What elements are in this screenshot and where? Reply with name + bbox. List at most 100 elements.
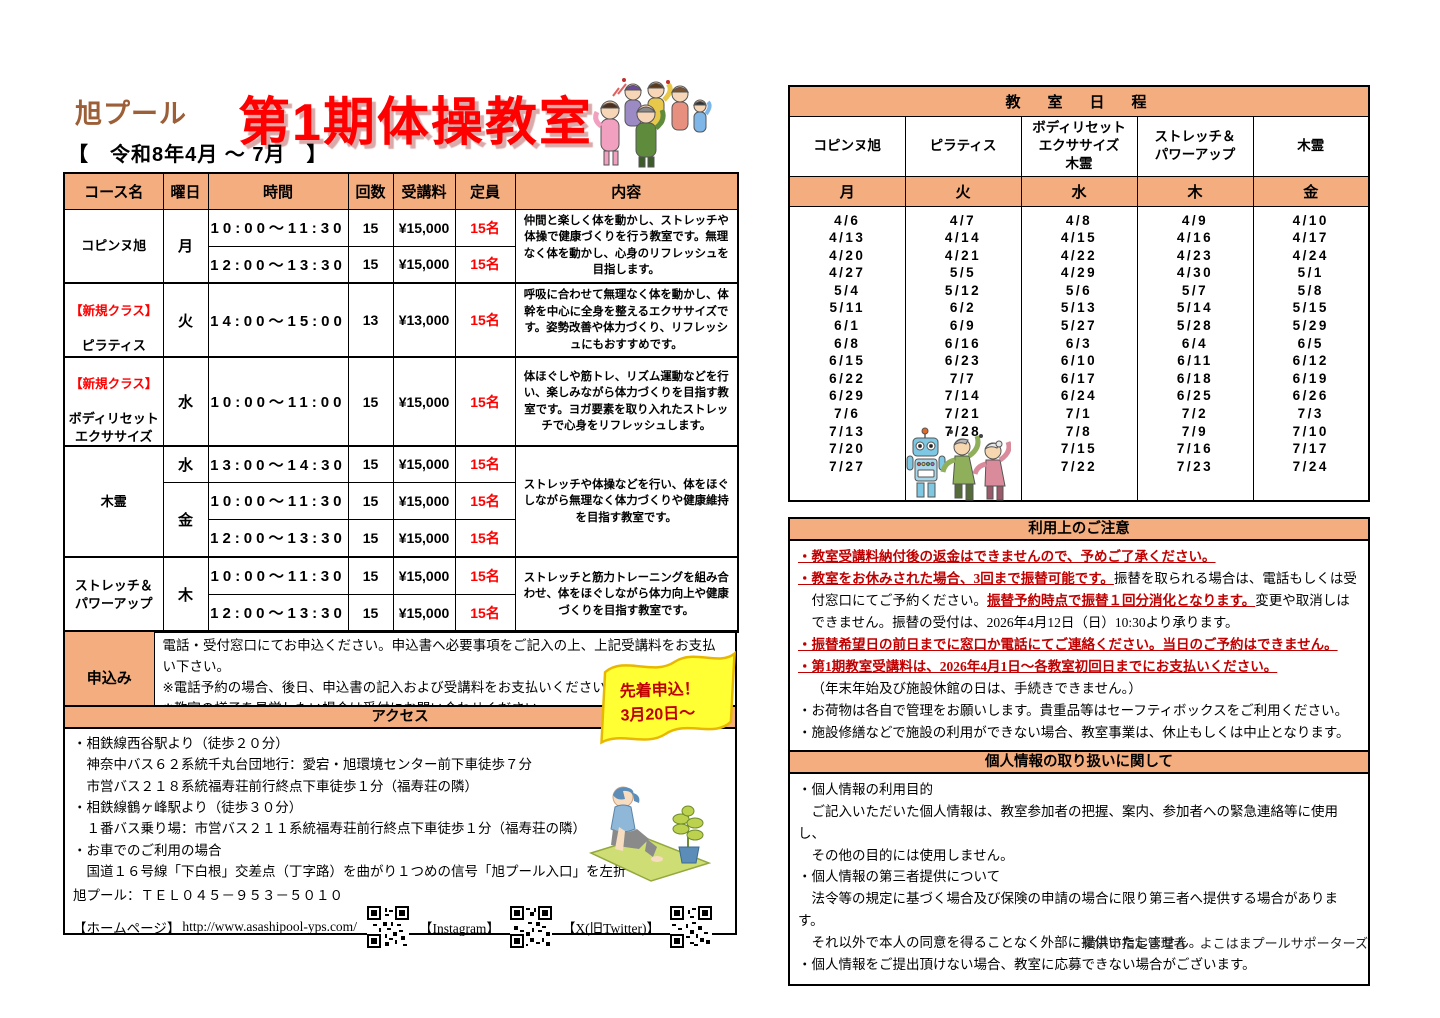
course-name-cell: コピンヌ旭 bbox=[63, 208, 164, 284]
homepage-url: http://www.asashipool-yps.com/ bbox=[182, 919, 357, 935]
capacity-cell: 15名 bbox=[454, 445, 516, 483]
count-cell: 15 bbox=[347, 556, 394, 595]
schedule-table: 教 室 日 程 コピンヌ旭 ピラティス ボディリセット エクササイズ 木霊 スト… bbox=[788, 85, 1370, 502]
time-cell: 12:00～13:30 bbox=[207, 518, 349, 558]
col-header-course: コース名 bbox=[63, 172, 164, 210]
schedule-day-header: 水 bbox=[1020, 175, 1138, 207]
schedule-dates-monday: 4/6 4/13 4/20 4/27 5/4 5/11 6/1 6/8 6/15… bbox=[788, 205, 906, 502]
time-cell: 10:00～11:00 bbox=[207, 356, 349, 447]
time-cell: 12:00～13:30 bbox=[207, 593, 349, 633]
footer-credit: 横浜市指定管理者 よこはまプールサポーターズ bbox=[1082, 936, 1368, 951]
count-cell: 15 bbox=[347, 356, 394, 447]
phone-number: 旭プール：ＴＥＬ０４５－９５３－５０１０ bbox=[73, 888, 343, 904]
new-class-badge: 【新規クラス】 bbox=[70, 303, 158, 318]
fee-cell: ¥15,000 bbox=[392, 593, 456, 633]
privacy-text: ・個人情報の利用目的 ご記入いただいた個人情報は、教室参加者の把握、案内、参加者… bbox=[788, 774, 1370, 986]
capacity-cell: 15名 bbox=[454, 356, 516, 447]
first-come-banner: 先着申込！ 3月20日～ bbox=[590, 645, 745, 750]
usage-notes-section: 利用上のご注意 ・教室受講料納付後の返金はできませんので、予めご了承ください。 … bbox=[788, 517, 1370, 754]
new-class-badge: 【新規クラス】 bbox=[70, 376, 158, 391]
course-name-cell: 【新規クラス】 ピラティス bbox=[63, 281, 164, 358]
col-header-time: 時間 bbox=[207, 172, 349, 210]
time-cell: 10:00～11:30 bbox=[207, 481, 349, 520]
day-cell: 木 bbox=[162, 556, 209, 633]
course-name: ボディリセット エクササイズ bbox=[68, 411, 159, 444]
col-header-capacity: 定員 bbox=[454, 172, 516, 210]
fee-cell: ¥13,000 bbox=[392, 281, 456, 358]
note-holiday: （年末年始及び施設休館の日は、手続きできません。） bbox=[811, 681, 1142, 696]
description-cell: 体ほぐしや筋トレ、リズム運動などを行い、楽しみながら体力づくりを目指す教室です。… bbox=[514, 356, 739, 447]
access-section: アクセス ・相鉄線西谷駅より（徒歩２０分） 神奈中バス６２系統千丸台団地行：愛宕… bbox=[63, 705, 737, 949]
schedule-course-header: 木霊 bbox=[1252, 115, 1370, 177]
description-cell: ストレッチと筋力トレーニングを組み合わせ、体をほぐしながら体力向上や健康づくりを… bbox=[514, 556, 739, 633]
privacy-header: 個人情報の取り扱いに関して bbox=[788, 750, 1370, 774]
schedule-course-header: ストレッチ＆ パワーアップ bbox=[1136, 115, 1254, 177]
banner-line2: 3月20日～ bbox=[620, 705, 696, 725]
time-cell: 10:00～11:30 bbox=[207, 556, 349, 595]
note-refund: ・教室受講料納付後の返金はできませんので、予めご了承ください。 bbox=[798, 549, 1216, 564]
schedule-title: 教 室 日 程 bbox=[788, 85, 1370, 117]
course-name-cell: 【新規クラス】 ボディリセット エクササイズ bbox=[63, 356, 164, 447]
note-makeup-start: 変更や取消しはできません。振替の受付は、2026年4月12日（日）10:30より… bbox=[811, 593, 1350, 630]
count-cell: 13 bbox=[347, 281, 394, 358]
schedule-course-header: ボディリセット エクササイズ 木霊 bbox=[1020, 115, 1138, 177]
fee-cell: ¥15,000 bbox=[392, 518, 456, 558]
note-belongings: ・お荷物は各自で管理をお願いします。貴重品等はセーフティボックスをご利用ください… bbox=[798, 703, 1349, 718]
capacity-cell: 15名 bbox=[454, 281, 516, 358]
period-label: 【 令和8年4月 ～ 7月 】 bbox=[68, 144, 328, 166]
note-facility: ・施設修繕などで施設の利用ができない場合、教室事業は、休止もしくは中止となります… bbox=[798, 725, 1350, 740]
fee-cell: ¥15,000 bbox=[392, 556, 456, 595]
description-cell: 仲間と楽しく体を動かし、ストレッチや体操で健康づくりを行う教室です。無理なく体を… bbox=[514, 208, 739, 284]
course-name-cell: 木霊 bbox=[63, 445, 164, 558]
day-cell: 金 bbox=[162, 481, 209, 558]
description-cell: ストレッチや体操などを行い、体をほぐしながら無理なく体力づくりや健康維持を目指す… bbox=[514, 445, 739, 558]
schedule-day-header: 火 bbox=[904, 175, 1022, 207]
qr-code-homepage bbox=[366, 906, 409, 949]
people-exercise-illustration bbox=[588, 76, 712, 173]
time-cell: 13:00～14:30 bbox=[207, 445, 349, 483]
count-cell: 15 bbox=[347, 208, 394, 247]
description-cell: 呼吸に合わせて無理なく体を動かし、体幹を中心に全身を整えるエクササイズです。姿勢… bbox=[514, 281, 739, 358]
schedule-day-header: 木 bbox=[1136, 175, 1254, 207]
capacity-cell: 15名 bbox=[454, 481, 516, 520]
robot-seniors-illustration bbox=[905, 426, 1012, 507]
qr-code-twitter bbox=[669, 906, 712, 949]
schedule-dates-wednesday: 4/8 4/15 4/22 4/29 5/6 5/13 5/27 6/3 6/1… bbox=[1020, 205, 1138, 502]
col-header-count: 回数 bbox=[347, 172, 394, 210]
instagram-label: 【Instagram】 bbox=[418, 921, 500, 937]
homepage-label: 【ホームページ】 bbox=[73, 921, 181, 937]
capacity-cell: 15名 bbox=[454, 593, 516, 633]
day-cell: 水 bbox=[162, 445, 209, 483]
col-header-description: 内容 bbox=[514, 172, 739, 210]
course-table: コース名 曜日 時間 回数 受講料 定員 内容 コピンヌ旭 月 10:00～11… bbox=[63, 172, 739, 634]
schedule-day-header: 金 bbox=[1252, 175, 1370, 207]
twitter-label: 【X(旧Twitter)】 bbox=[561, 921, 660, 937]
count-cell: 15 bbox=[347, 481, 394, 520]
qr-code-instagram bbox=[509, 906, 552, 949]
capacity-cell: 15名 bbox=[454, 518, 516, 558]
capacity-cell: 15名 bbox=[454, 556, 516, 595]
note-makeup-consumed: 振替予約時点で振替１回分消化となります。 bbox=[987, 593, 1256, 608]
schedule-course-header: ピラティス bbox=[904, 115, 1022, 177]
banner-flag-shape bbox=[600, 650, 736, 745]
page-title: 第1期体操教室 bbox=[238, 94, 593, 152]
capacity-cell: 15名 bbox=[454, 245, 516, 284]
note-payment-deadline: ・第1期教室受講料は、2026年4月1日～各教室初回日までにお支払いください。 bbox=[798, 659, 1278, 674]
yoga-woman-illustration bbox=[585, 771, 713, 888]
schedule-day-header: 月 bbox=[788, 175, 906, 207]
access-directions: ・相鉄線西谷駅より（徒歩２０分） 神奈中バス６２系統千丸台団地行：愛宕・旭環境セ… bbox=[73, 736, 627, 879]
note-makeup-how: 振替を取られる場合は、電話もしくは受付窓口にてご予約ください。 bbox=[811, 571, 1357, 608]
schedule-dates-thursday: 4/9 4/16 4/23 4/30 5/7 5/14 5/28 6/4 6/1… bbox=[1136, 205, 1254, 502]
privacy-section: 個人情報の取り扱いに関して ・個人情報の利用目的 ご記入いただいた個人情報は、教… bbox=[788, 750, 1370, 986]
count-cell: 15 bbox=[347, 245, 394, 284]
pool-logo: 旭プール bbox=[75, 99, 187, 129]
col-header-day: 曜日 bbox=[162, 172, 209, 210]
usage-notes-header: 利用上のご注意 bbox=[788, 517, 1370, 541]
time-cell: 10:00～11:30 bbox=[207, 208, 349, 247]
note-makeup-deadline: ・振替希望日の前日までに窓口か電話にてご連絡ください。当日のご予約はできません。 bbox=[798, 637, 1338, 652]
day-cell: 火 bbox=[162, 281, 209, 358]
count-cell: 15 bbox=[347, 593, 394, 633]
time-cell: 12:00～13:30 bbox=[207, 245, 349, 284]
fee-cell: ¥15,000 bbox=[392, 356, 456, 447]
day-cell: 月 bbox=[162, 208, 209, 284]
